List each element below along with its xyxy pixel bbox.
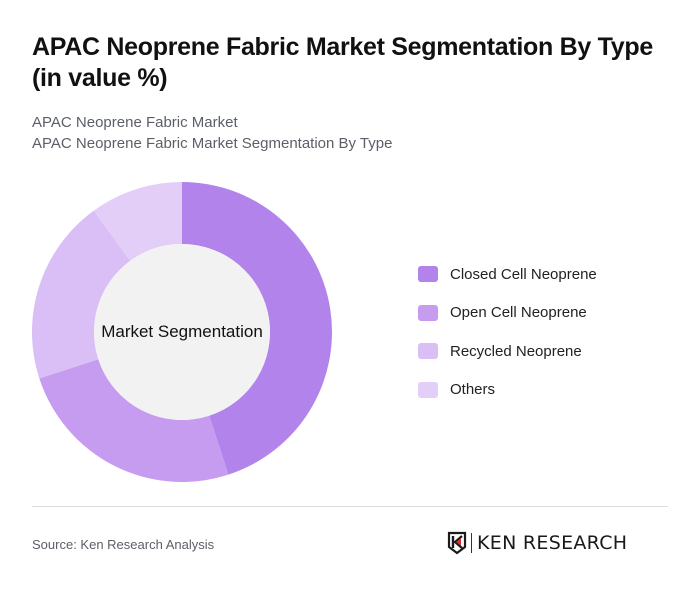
legend-swatch-icon — [418, 343, 438, 359]
chart-title: APAC Neoprene Fabric Market Segmentation… — [32, 33, 653, 92]
legend-swatch-icon — [418, 266, 438, 282]
ken-research-shield-icon — [447, 531, 467, 555]
donut-segment-closed-cell-neoprene[interactable] — [182, 182, 332, 475]
legend-item-open-cell[interactable]: Open Cell Neoprene — [418, 303, 597, 323]
donut-segment-others[interactable] — [93, 182, 182, 261]
legend-item-recycled[interactable]: Recycled Neoprene — [418, 341, 597, 361]
footer-divider — [32, 506, 668, 507]
legend-swatch-icon — [418, 304, 438, 321]
chart-subtitle-market: APAC Neoprene Fabric Market — [32, 114, 238, 131]
legend-label: Closed Cell Neoprene — [450, 265, 597, 283]
chart-subtitle-segmentation: APAC Neoprene Fabric Market Segmentation… — [32, 135, 393, 152]
legend-item-closed-cell[interactable]: Closed Cell Neoprene — [418, 264, 597, 284]
source-note: Source: Ken Research Analysis — [32, 537, 215, 552]
legend-item-others[interactable]: Others — [418, 380, 597, 400]
legend-label: Others — [450, 381, 496, 398]
legend-swatch-icon — [418, 381, 438, 398]
ken-research-logo: KEN RESEARCH — [447, 530, 627, 556]
logo-separator — [471, 533, 472, 553]
donut-segment-open-cell-neoprene[interactable] — [39, 359, 229, 482]
donut-chart — [32, 182, 332, 482]
legend-label: Open Cell Neoprene — [450, 304, 587, 321]
logo-wordmark: KEN RESEARCH — [477, 532, 628, 554]
chart-legend: Closed Cell Neoprene Open Cell Neoprene … — [418, 264, 597, 418]
donut-hole — [94, 244, 270, 420]
donut-segment-recycled-neoprene[interactable] — [32, 210, 131, 379]
legend-label: Recycled Neoprene — [450, 342, 582, 360]
